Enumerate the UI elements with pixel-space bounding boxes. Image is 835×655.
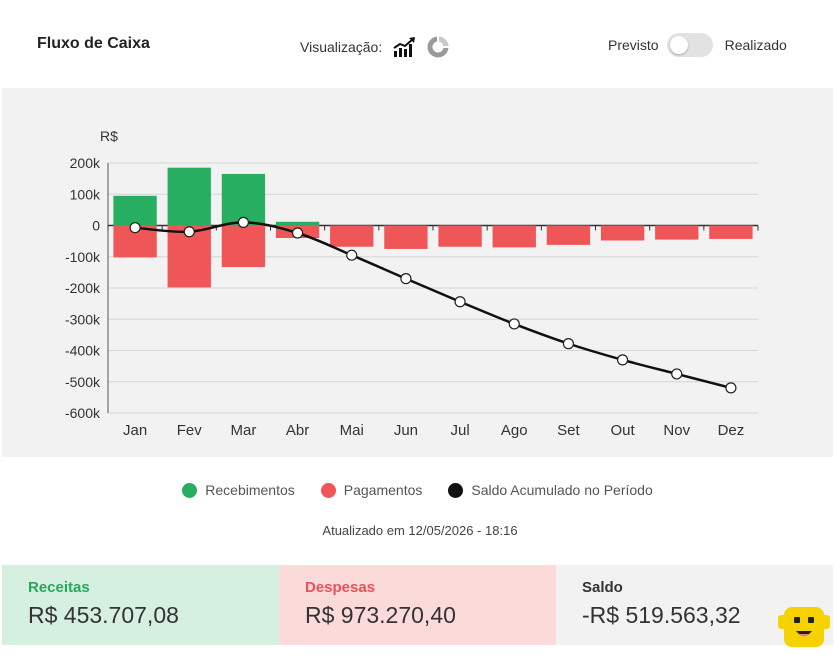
toggle-right-label: Realizado (724, 37, 787, 53)
x-tick-label: Mai (340, 422, 364, 439)
saldo-point (129, 222, 141, 234)
previsto-realizado-toggle[interactable] (666, 33, 713, 57)
bar-pagamentos (221, 225, 266, 268)
x-tick-label: Set (557, 422, 580, 439)
toggle-knob (669, 36, 688, 54)
bar-pagamentos (655, 225, 699, 240)
page-title: Fluxo de Caixa (37, 35, 150, 52)
legend-item-saldo[interactable]: Saldo Acumulado no Período (448, 482, 653, 498)
receitas-value: R$ 453.707,08 (28, 602, 179, 628)
legend-dot-green (182, 482, 198, 498)
legend-label-recebimentos: Recebimentos (205, 482, 295, 498)
bar-pagamentos (546, 225, 591, 245)
receitas-card: Receitas R$ 453.707,08 (2, 565, 279, 645)
y-tick-label: 0 (92, 218, 100, 234)
saldo-point (183, 226, 195, 238)
chart-legend: Recebimentos Pagamentos Saldo Acumulado … (0, 482, 835, 498)
bar-pagamentos (438, 225, 482, 247)
y-tick-label: -600k (65, 405, 101, 421)
saldo-point (671, 368, 683, 380)
saldo-point (508, 318, 520, 330)
bar-pagamentos (492, 225, 536, 248)
saldo-label: Saldo (582, 579, 623, 596)
bar-recebimentos (113, 195, 157, 226)
legend-dot-red (320, 482, 336, 498)
x-tick-label: Nov (663, 422, 690, 439)
bar-line-chart-icon[interactable] (392, 36, 416, 58)
visualization-label: Visualização: (300, 39, 383, 55)
y-tick-label: -200k (65, 280, 101, 296)
header: Fluxo de Caixa Visualização: Previsto (0, 0, 835, 88)
y-tick-label: 200k (70, 155, 101, 171)
bar-pagamentos (600, 225, 645, 241)
saldo-point (616, 354, 629, 366)
saldo-point (291, 227, 304, 239)
x-tick-label: Fev (177, 422, 203, 439)
assistant-mascot-icon[interactable] (778, 603, 832, 653)
y-tick-label: -100k (65, 249, 101, 265)
summary-cards: Receitas R$ 453.707,08 Despesas R$ 973.2… (2, 565, 833, 645)
x-tick-label: Abr (286, 422, 309, 439)
legend-item-pagamentos[interactable]: Pagamentos (320, 482, 423, 498)
y-tick-label: 100k (70, 186, 101, 202)
saldo-value: -R$ 519.563,32 (582, 602, 741, 628)
saldo-point (237, 216, 250, 228)
donut-chart-icon[interactable] (426, 36, 451, 58)
y-tick-label: -500k (65, 374, 101, 390)
despesas-label: Despesas (305, 579, 376, 596)
receitas-label: Receitas (28, 579, 90, 596)
bar-pagamentos (330, 225, 374, 247)
legend-item-recebimentos[interactable]: Recebimentos (182, 482, 295, 498)
saldo-point (454, 296, 466, 308)
y-axis-label: R$ (100, 128, 118, 144)
visualization-switch: Visualização: (300, 36, 451, 58)
chart-area: 200k 100k 0 -100k -200k -300k -400k -500k -600k R… (2, 88, 833, 457)
bar-pagamentos (384, 225, 428, 249)
saldo-point (400, 273, 412, 285)
legend-dot-black (448, 482, 464, 498)
bar-recebimentos (167, 167, 211, 226)
y-tick-label: -300k (65, 311, 101, 327)
bar-recebimentos (275, 221, 320, 226)
previsto-realizado-switch: Previsto Realizado (608, 33, 787, 57)
y-tick-label: -400k (65, 343, 101, 359)
x-tick-label: Jun (394, 422, 418, 439)
bar-pagamentos (709, 225, 753, 239)
x-tick-label: Jan (123, 422, 147, 439)
x-tick-label: Mar (230, 422, 256, 439)
updated-timestamp: Atualizado em 12/05/2026 - 18:16 (322, 523, 518, 538)
despesas-card: Despesas R$ 973.270,40 (279, 565, 556, 645)
legend-label-saldo: Saldo Acumulado no Período (471, 482, 653, 498)
x-tick-label: Dez (718, 422, 745, 439)
saldo-point (725, 382, 737, 394)
cash-flow-chart: 200k 100k 0 -100k -200k -300k -400k -500k -600k R… (65, 128, 759, 439)
toggle-left-label: Previsto (608, 37, 659, 53)
legend-label-pagamentos: Pagamentos (343, 482, 423, 498)
saldo-point (346, 249, 358, 261)
x-tick-label: Ago (501, 422, 528, 439)
x-tick-label: Jul (450, 422, 469, 439)
despesas-value: R$ 973.270,40 (305, 602, 456, 628)
saldo-point (562, 338, 575, 350)
x-tick-label: Out (610, 422, 635, 439)
